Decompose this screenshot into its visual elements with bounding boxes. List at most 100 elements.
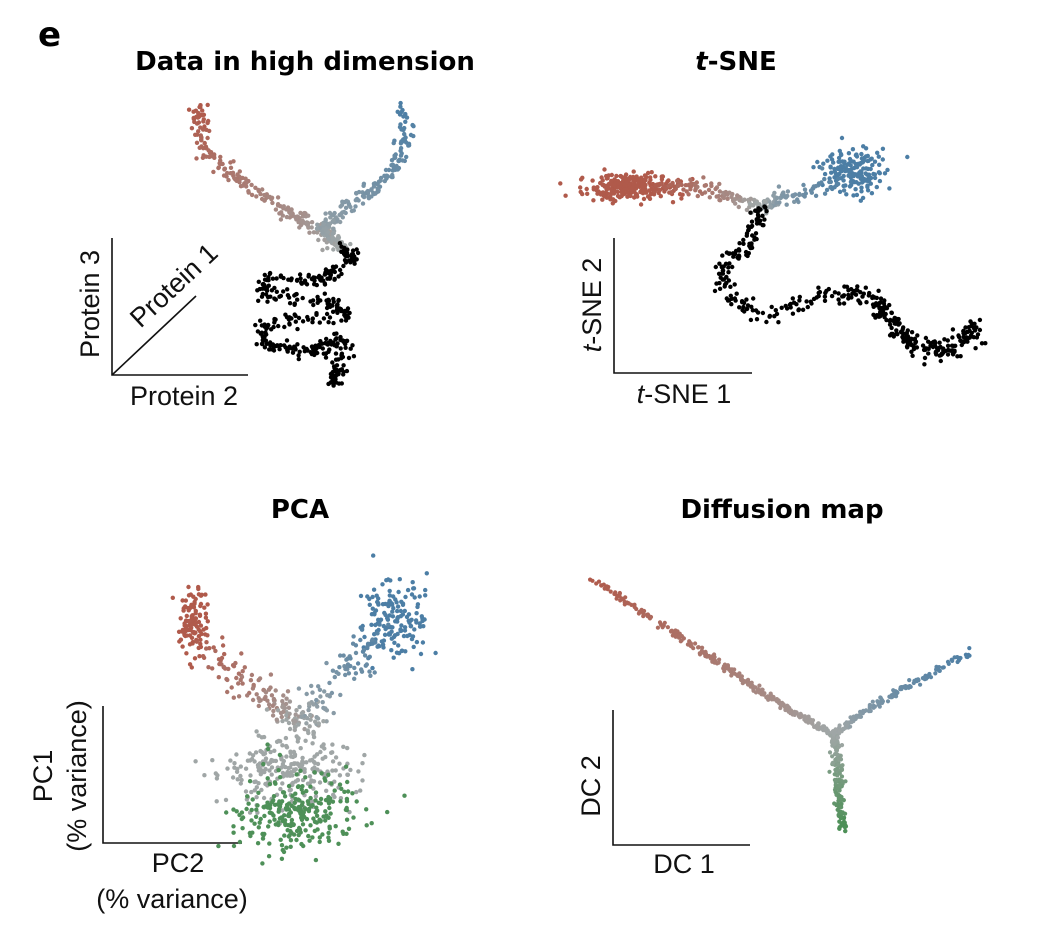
- pca-point-red: [198, 603, 203, 609]
- tsne-point-grey: [724, 274, 729, 280]
- diffusion-point-red: [757, 683, 762, 688]
- diffusion-point-blue: [885, 699, 891, 704]
- tsne-point-grey: [776, 320, 781, 325]
- pca-point-green: [344, 831, 349, 836]
- pca-point-green: [337, 782, 343, 787]
- pca-point-blue: [309, 683, 314, 689]
- pca-point-green: [254, 807, 259, 812]
- tsne-point-red: [604, 176, 609, 181]
- data-point-red: [196, 120, 202, 125]
- data-point-green: [339, 307, 344, 313]
- tsne-point-grey: [737, 254, 742, 259]
- pca-point-green: [256, 825, 261, 830]
- pca-point-green: [319, 771, 324, 776]
- tsne-point-green: [935, 348, 941, 353]
- diffusion-point-grey: [839, 774, 845, 779]
- tsne-point-green: [878, 310, 883, 316]
- pca-point-green: [340, 829, 345, 834]
- tsne-point-grey: [762, 217, 767, 222]
- title-high-dimension: Data in high dimension: [135, 47, 475, 77]
- tsne-point-red: [613, 198, 618, 204]
- pca-point-grey: [274, 739, 280, 744]
- data-point-blue: [396, 165, 402, 171]
- data-point-grey: [326, 298, 332, 303]
- pca-point-green: [272, 780, 278, 785]
- tsne-point-blue: [854, 192, 860, 198]
- pca-point-blue: [370, 665, 375, 671]
- tsne-point-grey: [767, 313, 773, 319]
- pca-point-blue: [395, 608, 400, 614]
- diffusion-point-red: [753, 685, 758, 690]
- tsne-point-red: [707, 195, 712, 200]
- tsne-point-green: [950, 351, 956, 356]
- data-point-green: [285, 347, 290, 353]
- data-point-blue: [340, 215, 345, 220]
- diffusion-point-red: [759, 692, 764, 697]
- pca-point-blue: [407, 632, 412, 638]
- diffusion-point-red: [751, 688, 756, 693]
- tsne-point-green: [877, 300, 882, 306]
- tsne-point-grey: [744, 233, 749, 238]
- data-point-green: [296, 353, 301, 358]
- data-point-red: [331, 247, 336, 252]
- pca-point-green: [240, 826, 245, 831]
- tsne-point-red: [668, 182, 673, 188]
- pca-point-red: [192, 656, 198, 661]
- data-point-red: [325, 246, 330, 251]
- data-point-grey: [311, 275, 316, 280]
- data-point-red: [186, 107, 192, 112]
- data-point-blue: [325, 230, 331, 235]
- tsne-point-blue: [869, 156, 874, 161]
- data-point-red: [222, 166, 227, 172]
- pca-point-blue: [366, 656, 371, 661]
- pca-point-red: [280, 699, 285, 704]
- tsne-point-red: [692, 182, 698, 188]
- pca-point-grey: [202, 773, 207, 778]
- data-point-green: [338, 346, 343, 351]
- pca-point-blue: [385, 615, 390, 621]
- pca-point-red: [205, 633, 210, 638]
- pca-point-grey: [311, 734, 317, 740]
- tsne-point-grey: [760, 310, 766, 316]
- tsne-point-green: [894, 331, 899, 336]
- tsne-point-grey: [717, 286, 723, 291]
- diffusion-point-red: [648, 614, 654, 620]
- tsne-point-red: [591, 198, 596, 203]
- data-point-red: [275, 202, 281, 207]
- diffusion-point-blue: [891, 688, 896, 693]
- pca-point-blue: [315, 716, 321, 721]
- pca-point-blue: [410, 634, 416, 639]
- pca-point-grey: [238, 773, 243, 779]
- data-point-grey: [265, 299, 270, 304]
- tsne-point-red: [604, 186, 610, 191]
- diffusion-point-red: [805, 716, 810, 721]
- pca-point-red: [190, 641, 195, 646]
- tsne-point-blue: [792, 192, 797, 198]
- data-point-grey: [339, 249, 344, 254]
- data-point-blue: [389, 158, 395, 163]
- tsne-point-blue: [859, 185, 864, 190]
- data-point-green: [268, 340, 273, 345]
- data-point-green: [333, 337, 338, 342]
- pca-point-grey: [234, 752, 239, 757]
- pca-point-blue: [421, 624, 426, 629]
- tsne-point-green: [945, 343, 951, 348]
- data-point-green: [262, 345, 268, 350]
- diffusion-point-red: [703, 653, 708, 659]
- tsne-point-grey: [714, 281, 719, 286]
- pca-point-green: [339, 786, 344, 791]
- pca-point-grey: [331, 792, 336, 797]
- pca-point-green: [332, 788, 337, 793]
- pca-point-grey: [299, 764, 304, 769]
- pca-point-grey: [360, 761, 365, 766]
- pca-point-green: [247, 779, 253, 784]
- tsne-point-red: [701, 175, 706, 180]
- pca-point-green: [327, 824, 332, 829]
- diffusion-point-grey: [837, 771, 842, 776]
- tsne-point-blue: [872, 175, 878, 181]
- tsne-point-blue: [811, 186, 816, 191]
- tsne-point-green: [884, 317, 889, 323]
- pca-point-blue: [367, 596, 372, 602]
- diffusion-point-grey: [843, 823, 848, 828]
- tsne-point-red: [710, 190, 715, 196]
